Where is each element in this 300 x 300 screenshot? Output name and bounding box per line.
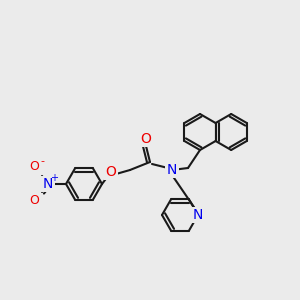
Text: O: O <box>106 165 116 179</box>
Text: N: N <box>167 163 177 177</box>
Text: O: O <box>141 132 152 146</box>
Text: -: - <box>40 156 44 166</box>
Text: +: + <box>50 173 58 183</box>
Text: O: O <box>29 194 39 208</box>
Text: N: N <box>193 208 203 222</box>
Text: O: O <box>29 160 39 173</box>
Text: N: N <box>43 177 53 191</box>
